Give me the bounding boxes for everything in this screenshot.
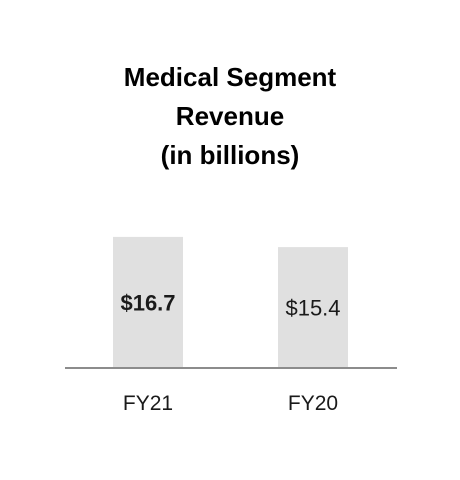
chart-title-line-2: Revenue	[175, 101, 285, 131]
tick-label-fy21: FY21	[123, 392, 173, 415]
chart-title-line-3: (in billions)	[160, 140, 300, 170]
data-label-fy21: $16.7	[120, 290, 175, 315]
chart-title-line-1: Medical Segment	[123, 62, 337, 92]
bar-fy21	[113, 236, 183, 368]
tick-label-fy20: FY20	[288, 392, 338, 415]
data-label-fy20: $15.4	[285, 296, 340, 321]
bar-fy20	[278, 247, 348, 368]
